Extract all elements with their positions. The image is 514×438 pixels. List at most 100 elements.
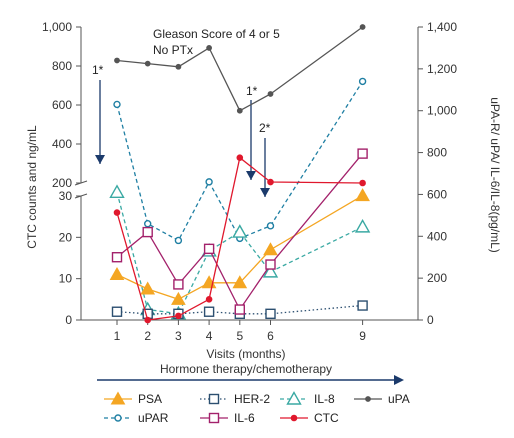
chart-title-line-2: No PTx — [153, 43, 193, 57]
point-ctc-3 — [205, 296, 213, 303]
point-il-8-5 — [262, 263, 279, 278]
chart-title-line-1: Gleason Score of 4 or 5 — [153, 27, 280, 41]
legend-label-upa: uPA — [388, 392, 410, 406]
y-left-tick-label-200: 200 — [52, 176, 72, 190]
series-upa — [114, 24, 366, 114]
legend-item-upa: uPA — [354, 392, 410, 406]
legend-item-il-8: IL-8 — [280, 391, 335, 406]
y-left-tick-label-20: 20 — [59, 230, 73, 244]
legend-item-her-2: HER-2 — [200, 392, 270, 406]
point-psa-1 — [140, 281, 156, 295]
point-il-8-4 — [232, 224, 248, 238]
point-upa-5 — [267, 91, 274, 97]
legend-marker-ctc — [290, 414, 298, 422]
point-il-6-5 — [265, 259, 276, 270]
point-ctc-1 — [144, 316, 151, 324]
x-tick-label-1: 1 — [114, 329, 121, 343]
point-il-8-0 — [109, 184, 125, 199]
point-upar-2 — [174, 236, 183, 245]
point-psa-4 — [232, 275, 248, 289]
legend: PSA HER-2 IL-8 uPA uPAR IL-6 CTC — [104, 391, 410, 425]
legend-label-psa: PSA — [138, 392, 162, 406]
point-il-6-1 — [142, 226, 153, 238]
legend-marker-il-6 — [208, 412, 220, 424]
x-axis-title: Visits (months) — [206, 347, 285, 361]
y-right-tick-label-400: 400 — [427, 229, 447, 243]
legend-marker-upar — [114, 414, 122, 422]
y-right-tick-label-0: 0 — [427, 313, 434, 327]
y-right-tick-label-800: 800 — [427, 146, 447, 160]
point-il-6-6 — [357, 148, 368, 159]
point-psa-5 — [263, 242, 278, 256]
legend-label-il-6: IL-6 — [234, 411, 255, 425]
series-upar — [113, 77, 367, 245]
legend-marker-il-8 — [286, 391, 302, 405]
point-ctc-6 — [359, 179, 366, 187]
annotation-arrow-head-1 — [95, 155, 105, 164]
point-ctc-4 — [236, 154, 244, 161]
y-right-tick-label-200: 200 — [427, 271, 447, 285]
point-her-2-5 — [265, 308, 276, 319]
point-ctc-0 — [113, 209, 121, 216]
x-tick-label-2: 2 — [144, 329, 151, 343]
legend-marker-her-2 — [208, 393, 220, 405]
point-il-6-3 — [203, 243, 215, 255]
chart-title: Gleason Score of 4 or 5 No PTx — [153, 27, 280, 57]
point-il-6-0 — [111, 252, 123, 263]
legend-item-upar: uPAR — [104, 411, 169, 425]
y-right-tick-label-600: 600 — [427, 187, 447, 201]
point-upa-1 — [144, 60, 151, 67]
annotation-arrow-head-2 — [246, 171, 256, 180]
point-il-6-4 — [234, 304, 246, 315]
legend-item-ctc: CTC — [280, 411, 339, 425]
series-il-8 — [109, 184, 371, 320]
x-tick-label-4: 4 — [206, 329, 213, 343]
point-her-2-3 — [203, 306, 215, 317]
point-upa-0 — [114, 57, 120, 64]
legend-item-psa: PSA — [104, 391, 162, 406]
y-right-axis-title: uPA-R/ uPA/ IL-6/IL-8(pg/mL) — [488, 97, 502, 253]
point-upar-0 — [113, 100, 121, 109]
y-left-tick-label-30: 30 — [59, 189, 73, 203]
point-her-2-0 — [111, 306, 123, 317]
x-tick-label-6: 6 — [267, 329, 274, 343]
annotation-label-2: 1* — [246, 84, 258, 98]
point-upar-1 — [143, 220, 152, 228]
y-left-tick-label-1,000: 1,000 — [42, 20, 72, 34]
series-ctc — [113, 154, 366, 324]
series-il-6 — [111, 148, 368, 315]
point-her-2-6 — [357, 300, 368, 311]
y-left-axis-title: CTC counts and ng/mL — [25, 125, 39, 249]
phase-arrow-head — [394, 375, 404, 385]
legend-marker-psa — [110, 391, 126, 405]
point-ctc-2 — [175, 312, 182, 320]
point-upar-6 — [358, 77, 367, 86]
point-ctc-5 — [267, 178, 274, 186]
annotation-label-1: 1* — [92, 63, 104, 77]
legend-label-il-8: IL-8 — [314, 392, 335, 406]
y-left-tick-label-400: 400 — [52, 137, 72, 151]
legend-label-her-2: HER-2 — [234, 392, 270, 406]
point-upar-5 — [266, 222, 275, 230]
y-right-tick-label-1,400: 1,400 — [427, 20, 457, 34]
point-psa-0 — [109, 267, 125, 281]
point-upa-4 — [236, 107, 243, 114]
series-line-il-8 — [116, 192, 363, 315]
y-right-tick-label-1,200: 1,200 — [427, 62, 457, 76]
y-left-tick-label-600: 600 — [52, 98, 72, 112]
point-il-6-2 — [173, 279, 184, 290]
y-right-tick-label-1,000: 1,000 — [427, 104, 457, 118]
y-left-tick-label-800: 800 — [52, 59, 72, 73]
series-psa — [109, 188, 370, 305]
legend-marker-upa — [365, 396, 371, 402]
x-tick-label-3: 3 — [175, 329, 182, 343]
annotations: 1* 1* 2* — [92, 63, 271, 197]
annotation-arrow-head-3 — [260, 188, 270, 197]
point-psa-2 — [171, 291, 186, 305]
point-upar-3 — [205, 178, 213, 186]
x-tick-label-5: 5 — [236, 329, 243, 343]
phase-label: Hormone therapy/chemotherapy — [160, 362, 332, 376]
point-upa-3 — [206, 45, 213, 51]
legend-label-ctc: CTC — [314, 411, 339, 425]
